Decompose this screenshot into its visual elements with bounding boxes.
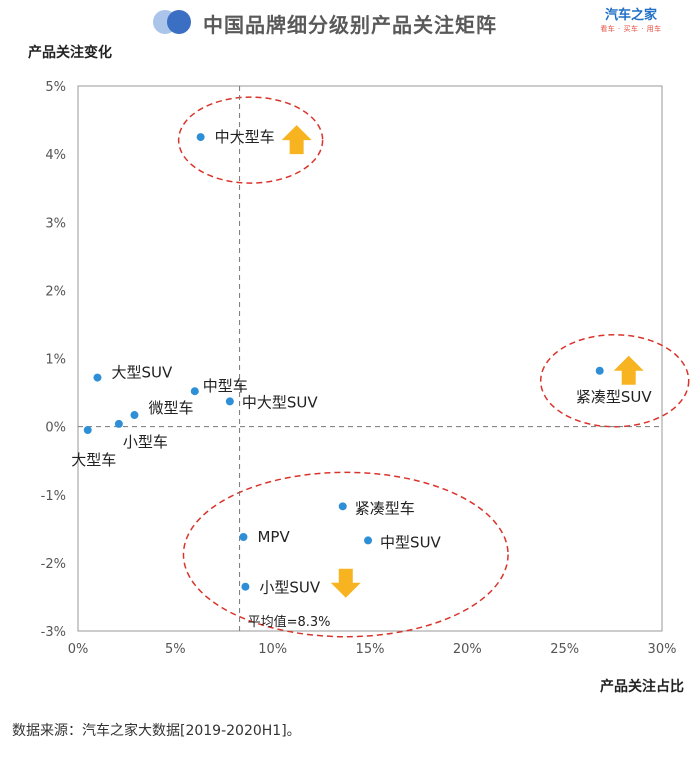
data-point [239, 532, 248, 541]
x-axis-title: 产品关注占比 [600, 679, 684, 695]
x-tick-label: 0% [68, 642, 89, 657]
x-tick-label: 20% [453, 642, 482, 657]
y-tick-label: -2% [41, 557, 66, 572]
data-source-note: 数据来源：汽车之家大数据[2019-2020H1]。 [12, 723, 301, 739]
y-tick-label: 5% [45, 80, 66, 95]
data-point-label: 中大型SUV [242, 393, 319, 411]
average-line-label: 平均值=8.3% [248, 614, 331, 630]
data-point-label: 小型SUV [259, 579, 321, 597]
y-tick-label: 1% [45, 353, 66, 368]
data-point [225, 397, 234, 406]
group-ellipse [539, 334, 690, 428]
x-tick-label: 10% [258, 642, 287, 657]
data-point [190, 387, 199, 396]
logo-main-text: 汽车之家 [604, 8, 657, 23]
logo-sub-text: 看车 · 买车 · 用车 [600, 25, 662, 33]
x-tick-label: 5% [165, 642, 186, 657]
data-point-label: 中型SUV [380, 533, 442, 551]
data-point [196, 133, 205, 142]
y-tick-label: 0% [45, 421, 66, 436]
x-tick-label: 30% [648, 642, 677, 657]
data-point-label: 小型车 [123, 433, 168, 451]
data-point-label: 微型车 [148, 399, 193, 417]
header: 中国品牌细分级别产品关注矩阵 汽车之家 看车 · 买车 · 用车 [0, 0, 700, 42]
plot-area-border [77, 85, 663, 632]
autohome-logo: 汽车之家 看车 · 买车 · 用车 [596, 8, 666, 34]
x-tick-label: 15% [356, 642, 385, 657]
y-axis-title: 产品关注变化 [28, 45, 112, 61]
data-point-label: 紧凑型车 [355, 499, 415, 517]
y-tick-label: 2% [45, 284, 66, 299]
data-point [338, 502, 347, 511]
group-ellipse [177, 96, 324, 184]
data-point-label: 中大型车 [215, 128, 275, 146]
data-point [93, 373, 102, 382]
data-point-label: 大型车 [71, 451, 116, 469]
trend-up-arrow-icon [613, 355, 644, 385]
data-point-label: MPV [257, 528, 290, 546]
data-point [241, 582, 250, 591]
trend-down-arrow-icon [330, 568, 361, 598]
data-point [83, 426, 92, 435]
y-tick-label: 3% [45, 216, 66, 231]
x-tick-label: 25% [550, 642, 579, 657]
data-point [595, 366, 604, 375]
data-point-label: 大型SUV [111, 364, 173, 382]
data-point-label: 紧凑型SUV [576, 388, 653, 406]
data-point [130, 411, 139, 420]
data-point [364, 536, 373, 545]
scatter-chart: 平均值=8.3% 0% 5% 10% 15% 20% 25% 30% -3% -2% -1% 0% 1… [41, 80, 690, 657]
y-tick-label: -1% [41, 489, 66, 504]
title-circles-icon [153, 10, 191, 34]
y-tick-label: 4% [45, 148, 66, 163]
data-point [114, 419, 123, 428]
y-tick-label: -3% [41, 625, 66, 640]
group-ellipse [182, 471, 509, 638]
data-point-label: 中型车 [203, 377, 248, 395]
trend-up-arrow-icon [281, 125, 312, 155]
page-title: 中国品牌细分级别产品关注矩阵 [203, 13, 497, 37]
